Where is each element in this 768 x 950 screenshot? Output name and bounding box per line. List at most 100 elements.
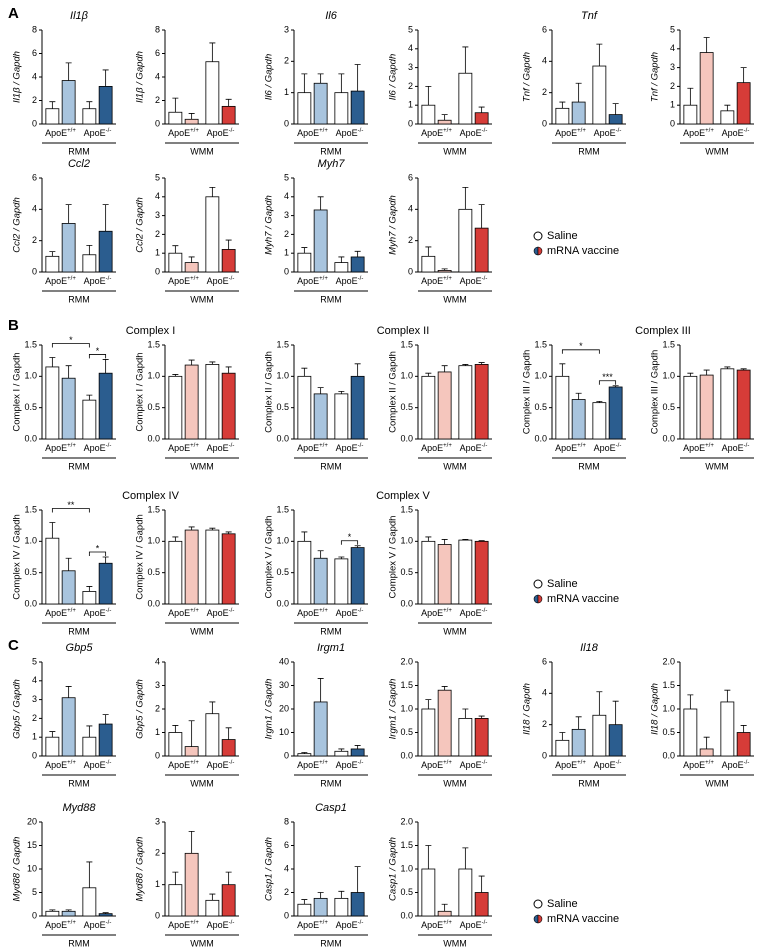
y-tick-label: 4 [408,204,413,214]
bar [334,750,349,757]
site-label: RMM [320,626,342,636]
legend-label: mRNA vaccine [547,913,619,925]
y-tick-label: 0.5 [534,402,547,412]
y-tick-label: 0.0 [24,433,37,443]
error-bar [225,727,232,740]
bar [555,375,570,440]
y-tick-label: 0 [155,750,160,760]
error-bar [49,909,56,912]
group-base: ApoE [594,128,616,138]
y-tick-label: 10 [279,727,289,737]
bar [313,557,328,605]
group-sup: +/+ [67,276,76,282]
error-bar [703,369,710,376]
group-sup: -/- [358,920,364,926]
group-sup: +/+ [705,760,714,766]
y-tick-label: 40 [279,656,289,666]
bar [350,375,365,440]
group-label: ApoE-/- [460,920,488,931]
y-tick-label: 1 [284,248,289,258]
group-sup: -/- [482,760,488,766]
y-tick-label: 4 [32,71,37,81]
group-label: ApoE+/+ [555,128,586,139]
bar [350,256,365,273]
bar [297,753,312,757]
group-base: ApoE [722,760,744,770]
group-base: ApoE [460,276,482,286]
bar [474,112,489,125]
group-base: ApoE [168,920,190,930]
error-bar [559,101,566,109]
bar [608,724,623,757]
bar [82,736,97,757]
bar [571,728,586,757]
y-tick-label: 1 [408,100,413,110]
bar [736,369,751,440]
y-tick-label: 4 [155,656,160,666]
bar [571,399,586,440]
y-tick-label: 2 [670,81,675,91]
error-bar [188,831,195,854]
site-label: RMM [68,778,90,788]
group-label: ApoE-/- [207,920,235,931]
group-label: ApoE-/- [722,128,750,139]
bar [184,364,199,440]
group-base: ApoE [336,920,358,930]
section-label: A [8,5,19,22]
bar [592,714,607,757]
panel-title: Gbp5 [66,642,94,654]
group-label: ApoE-/- [460,276,488,287]
group-base: ApoE [460,760,482,770]
bar [184,852,199,917]
y-tick-label: 2 [155,229,160,239]
group-label: ApoE-/- [594,128,622,139]
y-tick-label: 0 [542,118,547,128]
bar [168,540,183,605]
significance-bracket [340,540,359,545]
legend-label: mRNA vaccine [547,593,619,605]
group-sup: -/- [482,443,488,449]
group-base: ApoE [460,128,482,138]
y-tick-label: 1.0 [147,371,160,381]
significance-label: * [96,543,100,553]
group-base: ApoE [168,276,190,286]
group-sup: -/- [744,443,750,449]
error-bar [317,387,324,394]
legend-symbol [533,594,539,604]
error-bar [559,363,566,377]
bar [474,540,489,605]
group-label: ApoE+/+ [168,128,199,139]
group-base: ApoE [683,128,705,138]
y-axis-label: Il1β / Gapdh [12,51,23,103]
y-tick-label: 0.0 [400,598,413,608]
bar [168,375,183,440]
group-label: ApoE-/- [336,276,364,287]
y-axis-label: Complex II / Gapdh [264,351,275,433]
y-tick-label: 1.0 [24,371,37,381]
error-bar [425,845,432,869]
bar [205,529,220,605]
bar [168,732,183,757]
group-base: ApoE [421,443,443,453]
bar [683,104,698,125]
bar [61,697,76,757]
error-bar [462,847,469,869]
group-sup: +/+ [67,128,76,134]
error-bar [724,689,731,702]
group-base: ApoE [168,443,190,453]
bar [334,92,349,125]
group-base: ApoE [84,608,106,618]
y-tick-label: 2 [155,848,160,858]
y-axis-label: Complex I / Gapdh [135,352,146,431]
y-tick-label: 1.5 [147,504,160,514]
y-tick-label: 0 [284,750,289,760]
legend-symbol [537,914,543,924]
y-tick-label: 2 [284,229,289,239]
y-tick-label: 20 [27,816,37,826]
y-tick-label: 0.0 [400,910,413,920]
error-bar [301,247,308,254]
group-label: ApoE-/- [594,760,622,771]
bar [168,884,183,917]
